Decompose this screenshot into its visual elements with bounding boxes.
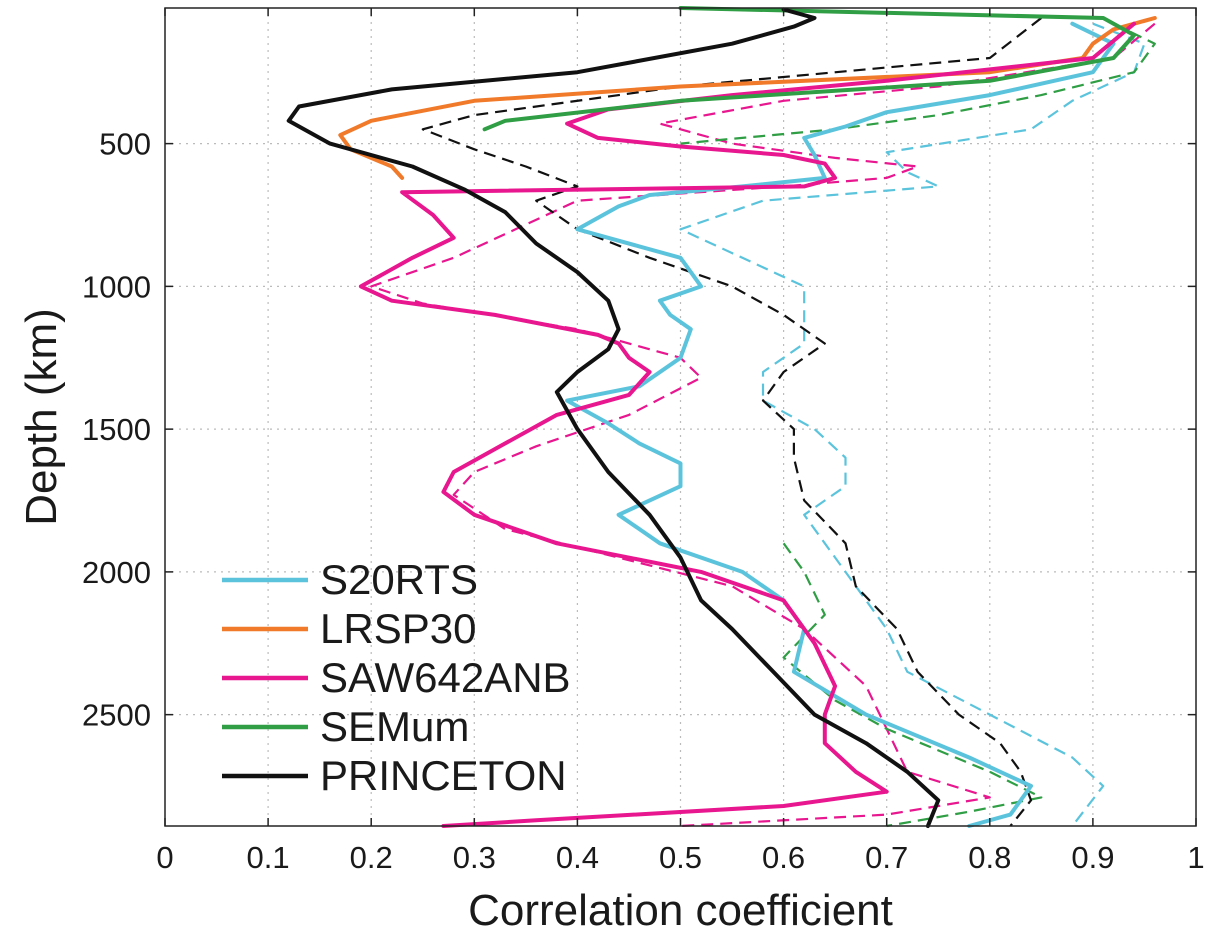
x-tick-label: 0.1 [247, 840, 290, 875]
x-tick-label: 0.9 [1071, 840, 1114, 875]
series-solid-line [482, 6, 1137, 132]
x-tick-label: 0.2 [350, 840, 393, 875]
legend-label: PRINCETON [320, 752, 567, 799]
x-axis-ticks: 0 0.1 0.2 0.3 0.4 0.5 0.6 0.7 0.8 0.9 1 [156, 8, 1205, 875]
x-tick-label: 0.4 [556, 840, 599, 875]
series-solid-line [286, 7, 941, 828]
y-tick-label: 2500 [82, 698, 151, 733]
y-tick-label: 1000 [82, 269, 151, 304]
series-dashed-line [421, 17, 1042, 827]
x-tick-label: 0.5 [659, 840, 702, 875]
y-tick-label: 2000 [82, 555, 151, 590]
x-tick-label: 0.3 [453, 840, 496, 875]
y-axis-ticks: 500 1000 1500 2000 2500 [82, 127, 1196, 733]
y-axis-title: Depth (km) [17, 308, 66, 526]
x-axis-title: Correlation coefficient [468, 886, 893, 935]
x-tick-label: 0.6 [762, 840, 805, 875]
x-tick-label: 0 [156, 840, 173, 875]
series-layer [286, 6, 1157, 828]
series-dashed-line [782, 542, 1043, 828]
series-solid-line [358, 21, 1137, 828]
legend-label: SAW642ANB [320, 654, 571, 701]
y-tick-label: 500 [99, 127, 151, 162]
x-tick-label: 0.8 [968, 840, 1011, 875]
legend-label: S20RTS [320, 556, 478, 603]
y-tick-label: 1500 [82, 412, 151, 447]
legend-label: LRSP30 [320, 605, 476, 652]
series-dashed-line [679, 22, 1146, 827]
x-tick-label: 1 [1187, 840, 1204, 875]
legend-label: SEMum [320, 703, 469, 750]
x-tick-label: 0.7 [865, 840, 908, 875]
series-dashed-line [370, 22, 1156, 828]
